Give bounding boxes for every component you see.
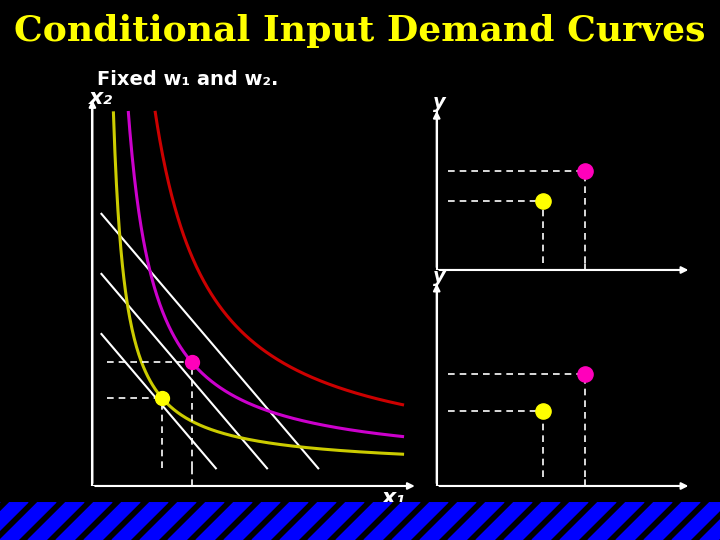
Polygon shape	[196, 502, 252, 540]
Polygon shape	[532, 502, 588, 540]
Polygon shape	[560, 502, 616, 540]
Polygon shape	[0, 502, 28, 540]
Point	[580, 370, 591, 379]
Polygon shape	[252, 502, 308, 540]
Polygon shape	[504, 502, 560, 540]
Polygon shape	[280, 502, 336, 540]
Polygon shape	[168, 502, 224, 540]
Polygon shape	[84, 502, 140, 540]
Polygon shape	[364, 502, 420, 540]
Polygon shape	[700, 502, 720, 540]
Point	[537, 197, 549, 205]
Polygon shape	[476, 502, 532, 540]
Polygon shape	[308, 502, 364, 540]
Polygon shape	[588, 502, 644, 540]
Polygon shape	[420, 502, 476, 540]
Polygon shape	[112, 502, 168, 540]
Point	[186, 358, 197, 367]
Polygon shape	[448, 502, 504, 540]
Text: Fixed w₁ and w₂.: Fixed w₁ and w₂.	[96, 70, 278, 89]
Polygon shape	[140, 502, 196, 540]
Polygon shape	[616, 502, 672, 540]
Text: x₂: x₂	[89, 88, 114, 108]
Point	[156, 393, 168, 402]
Text: Conditional Input Demand Curves: Conditional Input Demand Curves	[14, 14, 706, 48]
Polygon shape	[336, 502, 392, 540]
Polygon shape	[28, 502, 84, 540]
Polygon shape	[644, 502, 700, 540]
Text: x₁: x₁	[382, 488, 405, 508]
Text: y: y	[433, 267, 446, 286]
Polygon shape	[392, 502, 448, 540]
Polygon shape	[672, 502, 720, 540]
Point	[537, 407, 549, 416]
Polygon shape	[0, 502, 56, 540]
Point	[580, 167, 591, 176]
Polygon shape	[56, 502, 112, 540]
Polygon shape	[224, 502, 280, 540]
Text: y: y	[433, 93, 446, 112]
